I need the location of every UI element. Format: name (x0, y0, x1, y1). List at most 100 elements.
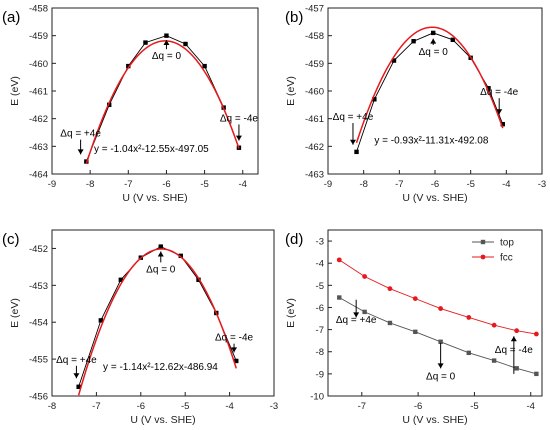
annotation-arrowhead (77, 149, 84, 155)
data-point (411, 39, 416, 44)
fit-curve (77, 248, 237, 396)
panel-a: -9 -8 -7 -6 -5 -4 -464 -463 -462 -461 -460 -459 -458… (2, 4, 259, 204)
plot-frame (51, 229, 275, 397)
x-axis-label: U (V vs. SHE) (122, 192, 187, 204)
x-tick-label: -9 (324, 179, 332, 190)
data-point (362, 309, 367, 315)
y-tick-label: -461 (29, 87, 48, 98)
data-point (143, 40, 148, 45)
x-tick-label: -8 (48, 401, 56, 412)
fit-curve (85, 40, 240, 164)
charge-annotation: Δq = 0 (419, 47, 449, 58)
x-axis-label: U (V vs. SHE) (402, 192, 467, 204)
annotation-arrowhead (353, 312, 360, 318)
data-point (486, 86, 491, 91)
x-tick-label: -8 (359, 179, 367, 190)
data-point (500, 122, 505, 127)
charge-annotation: Δq = 0 (152, 51, 182, 62)
charge-annotation: Δq = +4e (333, 112, 374, 123)
x-tick-label: -4 (239, 179, 247, 190)
fit-equation: y = -0.93x²-11.31x-492.08 (374, 136, 488, 147)
x-tick-label: -7 (92, 401, 100, 412)
data-point (118, 277, 124, 282)
charge-annotation: Δq = -4e (480, 87, 519, 98)
y-axis-label: E (eV) (9, 298, 21, 328)
y-tick-label: -460 (305, 87, 324, 98)
data-point (491, 358, 497, 363)
data-point (337, 295, 342, 300)
panel-d: -7 -6 -5 -4 -10 -9 -8 -7 -6 -5 -4 -3 U (V vs. SHE) E … (285, 229, 543, 426)
y-tick-label: -459 (305, 59, 324, 70)
legend-swatch-marker (480, 254, 486, 260)
data-point (438, 339, 443, 344)
charge-annotation: Δq = -4e (215, 333, 254, 344)
series-line-top (339, 297, 537, 375)
y-tick-label: -8 (316, 347, 324, 358)
x-tick-label: -9 (48, 179, 56, 190)
data-point (491, 322, 497, 328)
annotation-arrowhead (496, 109, 503, 115)
data-point (438, 306, 444, 311)
data-point (178, 253, 183, 259)
x-tick-label: -6 (162, 179, 170, 190)
annotation-arrowhead (235, 135, 242, 141)
annotation-arrowhead (430, 38, 437, 44)
data-point (354, 149, 359, 155)
charge-annotation: Δq = +4e (56, 355, 97, 366)
y-tick-label: -458 (29, 4, 48, 15)
data-point (164, 33, 169, 38)
data-point (202, 63, 207, 69)
data-point (534, 371, 539, 377)
data-point (387, 320, 393, 326)
data-point (413, 329, 418, 335)
y-tick-label: -9 (316, 369, 324, 380)
data-point (450, 37, 456, 43)
charge-annotation: Δq = +4e (60, 129, 101, 140)
x-tick-label: -4 (502, 179, 510, 190)
x-tick-label: -6 (137, 401, 145, 412)
panel-c: -8 -7 -6 -5 -4 -3 -456 -455 -454 -453 -452 U (V vs.… (2, 229, 278, 426)
y-tick-label: -458 (305, 31, 324, 42)
annotation-arrowhead (163, 40, 170, 46)
data-point (466, 350, 471, 356)
panel-label: (a) (2, 9, 20, 26)
annotation-arrowhead (157, 251, 164, 257)
y-axis-label: E (eV) (285, 298, 297, 328)
x-tick-label: -7 (124, 179, 132, 190)
x-tick-label: -7 (358, 401, 366, 412)
x-tick-label: -7 (395, 179, 403, 190)
data-point (98, 318, 104, 323)
legend-swatch-marker (480, 239, 486, 245)
x-tick-label: -5 (466, 179, 474, 190)
y-tick-label: -454 (29, 318, 48, 329)
panel-b: -9 -8 -7 -6 -5 -4 -3 -463 -462 -461 -460 -459 -458 -4… (285, 4, 546, 205)
x-tick-label: -3 (538, 179, 546, 190)
y-tick-label: -5 (316, 281, 324, 292)
panel-label: (b) (285, 9, 303, 26)
x-tick-label: -3 (270, 401, 278, 412)
x-axis-label: U (V vs. SHE) (402, 414, 467, 426)
charge-annotation: Δq = 0 (426, 371, 456, 382)
x-tick-label: -6 (414, 401, 422, 412)
charge-annotation: Δq = +4e (336, 315, 377, 326)
annotation-arrowhead (437, 363, 444, 369)
data-point (391, 58, 397, 63)
legend-entry-top: top (500, 238, 514, 249)
annotation-arrowhead (510, 336, 517, 342)
annotation-arrowhead (73, 373, 80, 379)
data-point (387, 286, 393, 292)
y-tick-label: -3 (316, 237, 324, 248)
y-tick-label: -457 (305, 4, 324, 15)
legend-entry-fcc: fcc (500, 253, 513, 264)
data-point (196, 277, 201, 282)
y-tick-label: -459 (29, 31, 48, 42)
fit-curve (355, 26, 504, 144)
panel-label: (d) (285, 231, 303, 248)
x-axis-label: U (V vs. SHE) (130, 414, 195, 426)
charge-annotation: Δq = 0 (146, 264, 176, 275)
data-point (362, 274, 368, 279)
data-point (372, 97, 377, 102)
y-axis-label: E (eV) (285, 76, 297, 106)
y-tick-label: -4 (316, 259, 324, 270)
y-tick-label: -462 (29, 114, 48, 125)
